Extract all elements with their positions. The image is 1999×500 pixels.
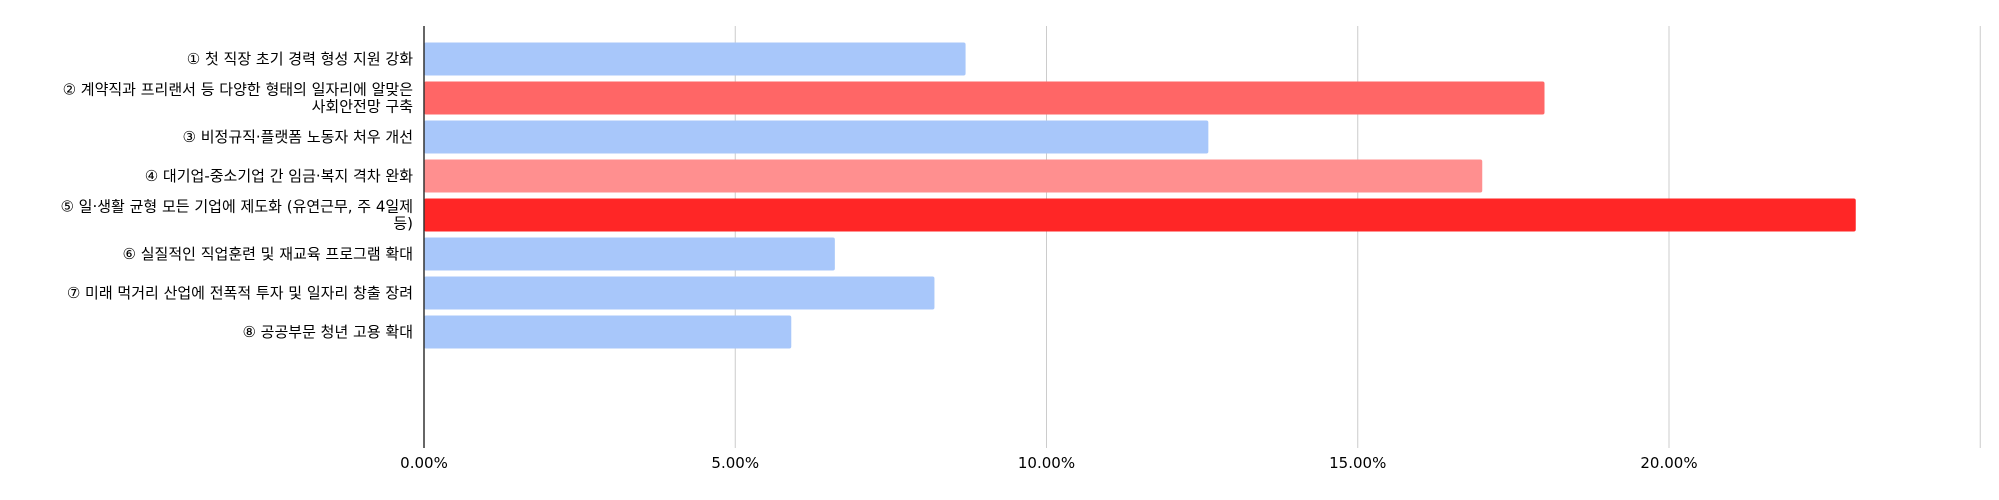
bar <box>424 237 835 271</box>
category-label: ② 계약직과 프리랜서 등 다양한 형태의 일자리에 알맞은 사회안전망 구축 <box>63 81 413 116</box>
x-tick-label: 0.00% <box>400 454 448 472</box>
bar <box>424 42 966 76</box>
category-label-line: 등) <box>393 215 413 233</box>
bar <box>424 81 1545 115</box>
x-tick-label: 20.00% <box>1640 454 1697 472</box>
bar <box>424 120 1209 154</box>
category-label: ⑥ 실질적인 직업훈련 및 재교육 프로그램 확대 <box>123 245 413 263</box>
bar <box>424 276 935 310</box>
category-label: ⑤ 일·생활 균형 모든 기업에 제도화 (유연근무, 주 4일제 등) <box>60 198 413 233</box>
category-label: ⑦ 미래 먹거리 산업에 전폭적 투자 및 일자리 창출 장려 <box>67 284 413 302</box>
bar <box>424 315 792 349</box>
category-label-line: ② 계약직과 프리랜서 등 다양한 형태의 일자리에 알맞은 <box>63 81 413 99</box>
category-label-line: 사회안전망 구축 <box>312 98 413 116</box>
x-tick-label: 10.00% <box>1018 454 1075 472</box>
category-label-layer: ① 첫 직장 초기 경력 형성 지원 강화 ② 계약직과 프리랜서 등 다양한 형… <box>60 50 413 341</box>
tick-label-layer: 0.00% 5.00% 10.00% 15.00% 20.00% <box>400 454 1697 472</box>
category-label-line: ⑤ 일·생활 균형 모든 기업에 제도화 (유연근무, 주 4일제 <box>60 198 413 216</box>
category-label: ④ 대기업-중소기업 간 임금·복지 격차 완화 <box>145 167 413 185</box>
bar <box>424 159 1483 193</box>
bar <box>424 198 1856 232</box>
category-label: ⑧ 공공부문 청년 고용 확대 <box>242 323 413 341</box>
category-label: ① 첫 직장 초기 경력 형성 지원 강화 <box>187 50 413 68</box>
x-tick-label: 5.00% <box>711 454 759 472</box>
x-tick-label: 15.00% <box>1329 454 1386 472</box>
bar-layer <box>424 42 1856 349</box>
category-label: ③ 비정규직·플랫폼 노동자 처우 개선 <box>183 128 414 146</box>
